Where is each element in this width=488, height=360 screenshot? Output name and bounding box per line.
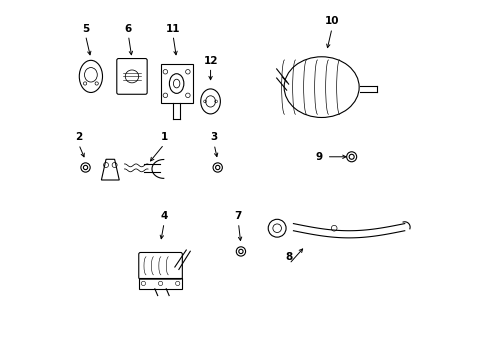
Bar [139,278,182,289]
Text: 10: 10 [324,17,339,26]
Text: 9: 9 [315,152,323,162]
Text: 3: 3 [210,132,217,143]
Text: 1: 1 [160,132,167,143]
Text: 8: 8 [285,252,292,262]
Text: 2: 2 [75,132,82,143]
Text: 5: 5 [82,23,89,33]
Text: 11: 11 [165,23,180,33]
Text: 6: 6 [124,23,132,33]
Text: 4: 4 [160,211,167,221]
Bar [160,64,192,103]
Text: 12: 12 [203,56,217,66]
Text: 7: 7 [234,211,242,221]
